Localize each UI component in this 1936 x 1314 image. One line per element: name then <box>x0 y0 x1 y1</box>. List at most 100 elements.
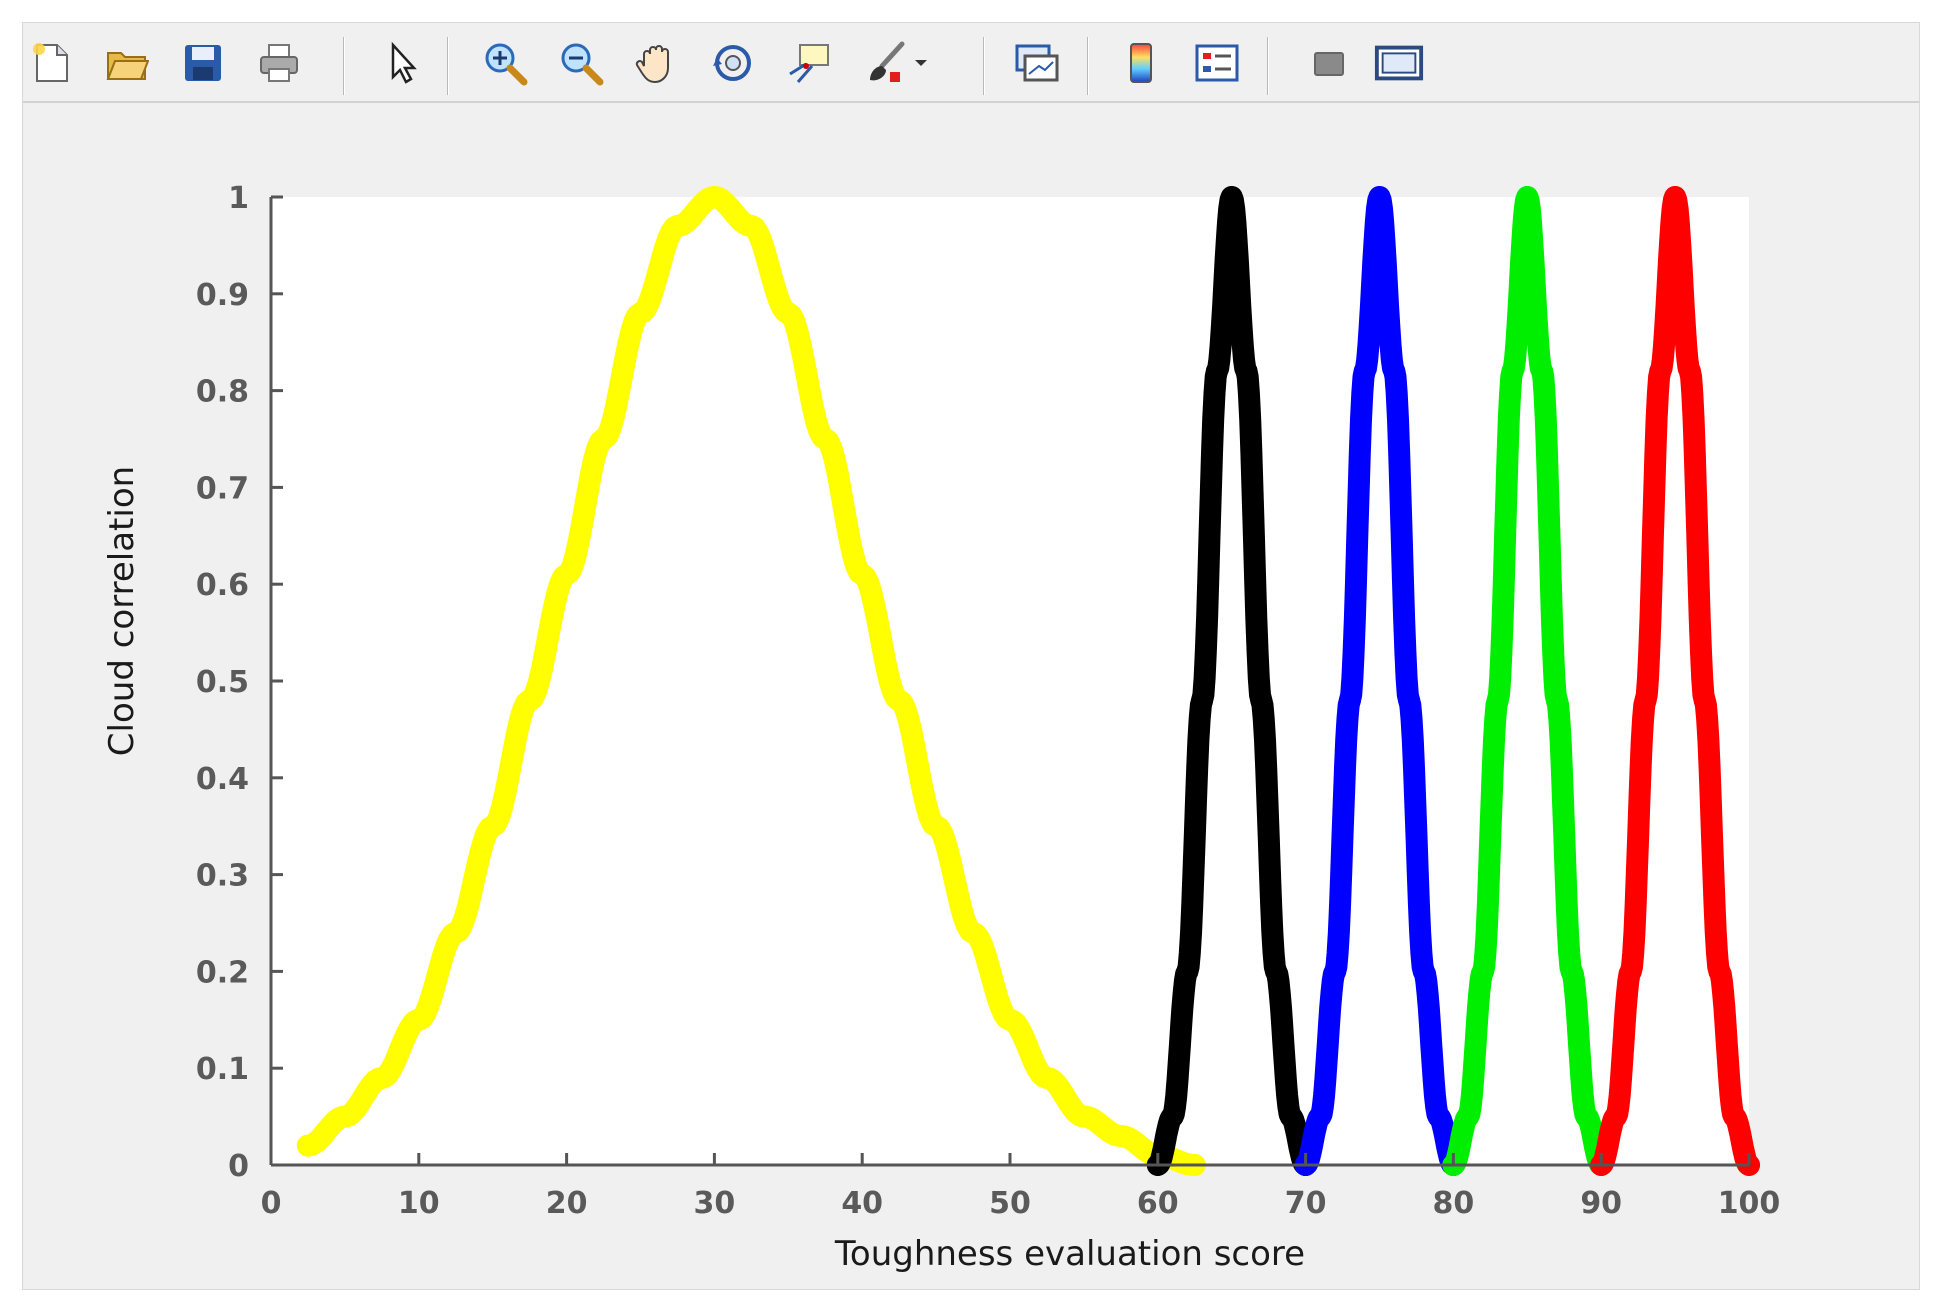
toolbar-separator <box>1267 37 1269 95</box>
data-point <box>1220 186 1243 208</box>
figure-window: 0 10 20 30 40 50 60 70 80 90 100 0 0.1 0.2 0.3 0.4 0.5 0.… <box>22 22 1920 1290</box>
chart[interactable]: 0 10 20 30 40 50 60 70 80 90 100 0 0.1 0.2 0.3 0.4 0.5 0.… <box>23 105 1921 1291</box>
data-point <box>481 815 504 838</box>
figure-toolbar <box>23 23 1919 103</box>
data-point <box>333 1105 356 1128</box>
x-tick-label: 40 <box>841 1186 883 1221</box>
insert-legend-icon[interactable] <box>1191 37 1243 89</box>
x-tick-label: 70 <box>1285 1186 1327 1221</box>
x-tick-label: 60 <box>1137 1186 1179 1221</box>
data-point <box>962 921 984 944</box>
data-point <box>1412 960 1435 983</box>
x-tick-label: 0 <box>261 1186 282 1221</box>
data-point <box>592 428 615 450</box>
data-point <box>1309 1105 1332 1128</box>
x-tick-label: 100 <box>1718 1186 1781 1221</box>
data-point <box>1723 1105 1746 1128</box>
y-tick-label: 0.8 <box>196 375 249 410</box>
data-point <box>1427 1105 1450 1128</box>
labels-layer: 0 10 20 30 40 50 60 70 80 90 100 0 0.1 0.2 0.3 0.4 0.5 0.… <box>102 181 1780 1274</box>
data-point <box>999 1008 1021 1031</box>
y-tick-label: 1 <box>228 181 249 216</box>
x-tick-label: 90 <box>1580 1186 1622 1221</box>
data-point <box>1575 1105 1598 1128</box>
data-point <box>1531 360 1554 383</box>
x-tick-label: 30 <box>694 1186 736 1221</box>
show-plot-tools-icon[interactable] <box>1373 37 1425 89</box>
data-point <box>1516 186 1539 208</box>
data-point <box>1250 689 1273 712</box>
data-point <box>1678 360 1701 383</box>
data-point <box>666 215 689 237</box>
data-point <box>1235 360 1258 383</box>
data-point <box>1191 689 1214 712</box>
brush-dropdown-icon[interactable] <box>909 37 933 89</box>
toolbar-separator <box>983 37 985 95</box>
insert-colorbar-icon[interactable] <box>1115 37 1167 89</box>
open-file-icon[interactable] <box>101 37 153 89</box>
data-cursor-icon[interactable] <box>783 37 835 89</box>
data-point <box>814 428 837 450</box>
data-point <box>1708 960 1731 983</box>
data-point <box>370 1066 393 1089</box>
link-plot-icon[interactable] <box>1011 37 1063 89</box>
y-tick-label: 0.2 <box>196 955 249 990</box>
data-point <box>444 921 467 944</box>
axes-layer <box>269 195 1751 1167</box>
pan-hand-icon[interactable] <box>631 37 683 89</box>
y-axis-label: Cloud correlation <box>102 466 142 756</box>
data-point <box>407 1008 430 1031</box>
new-figure-icon[interactable] <box>25 37 77 89</box>
print-icon[interactable] <box>253 37 305 89</box>
x-tick-label: 20 <box>546 1186 588 1221</box>
y-tick-label: 0.5 <box>196 665 249 700</box>
x-tick-label: 80 <box>1433 1186 1475 1221</box>
data-point <box>851 563 874 586</box>
toolbar-separator <box>1087 37 1089 95</box>
toolbar-separator <box>343 37 345 95</box>
data-point <box>1560 960 1583 983</box>
data-point <box>1486 689 1509 712</box>
data-point <box>1383 360 1406 383</box>
data-point <box>1176 960 1199 983</box>
data-point <box>888 689 911 712</box>
series-3 <box>1442 186 1613 1176</box>
data-point <box>1205 360 1228 383</box>
data-point <box>518 689 541 712</box>
data-point <box>1036 1066 1058 1089</box>
data-point <box>1161 1105 1184 1128</box>
edit-plot-arrow-icon[interactable] <box>377 37 429 89</box>
x-tick-label: 50 <box>989 1186 1031 1221</box>
data-point <box>1501 360 1524 383</box>
data-point <box>1545 689 1568 712</box>
y-tick-label: 0.9 <box>196 278 249 313</box>
toolbar-separator <box>447 37 449 95</box>
data-point <box>1457 1105 1480 1128</box>
x-tick-label: 10 <box>398 1186 440 1221</box>
series-2 <box>1294 186 1465 1176</box>
data-point <box>1693 689 1716 712</box>
data-point <box>1634 689 1657 712</box>
save-icon[interactable] <box>177 37 229 89</box>
brush-icon[interactable] <box>859 37 911 89</box>
data-point <box>1265 960 1287 983</box>
hide-plot-tools-icon[interactable] <box>1303 37 1355 89</box>
zoom-out-icon[interactable] <box>555 37 607 89</box>
zoom-in-icon[interactable] <box>479 37 531 89</box>
data-point <box>555 563 578 586</box>
series-0 <box>296 186 1206 1176</box>
data-point <box>1472 960 1494 983</box>
data-point <box>629 302 652 325</box>
data-point <box>1353 360 1376 383</box>
data-point <box>1279 1105 1302 1128</box>
data-point <box>777 302 800 325</box>
y-tick-label: 0.1 <box>196 1052 249 1087</box>
x-axis-label: Toughness evaluation score <box>834 1234 1305 1274</box>
series-1 <box>1146 186 1317 1176</box>
y-tick-label: 0.6 <box>196 568 249 603</box>
data-point <box>1072 1105 1095 1128</box>
data-point <box>1664 186 1687 208</box>
data-point <box>1398 689 1421 712</box>
data-point <box>1605 1105 1627 1128</box>
rotate-3d-icon[interactable] <box>707 37 759 89</box>
